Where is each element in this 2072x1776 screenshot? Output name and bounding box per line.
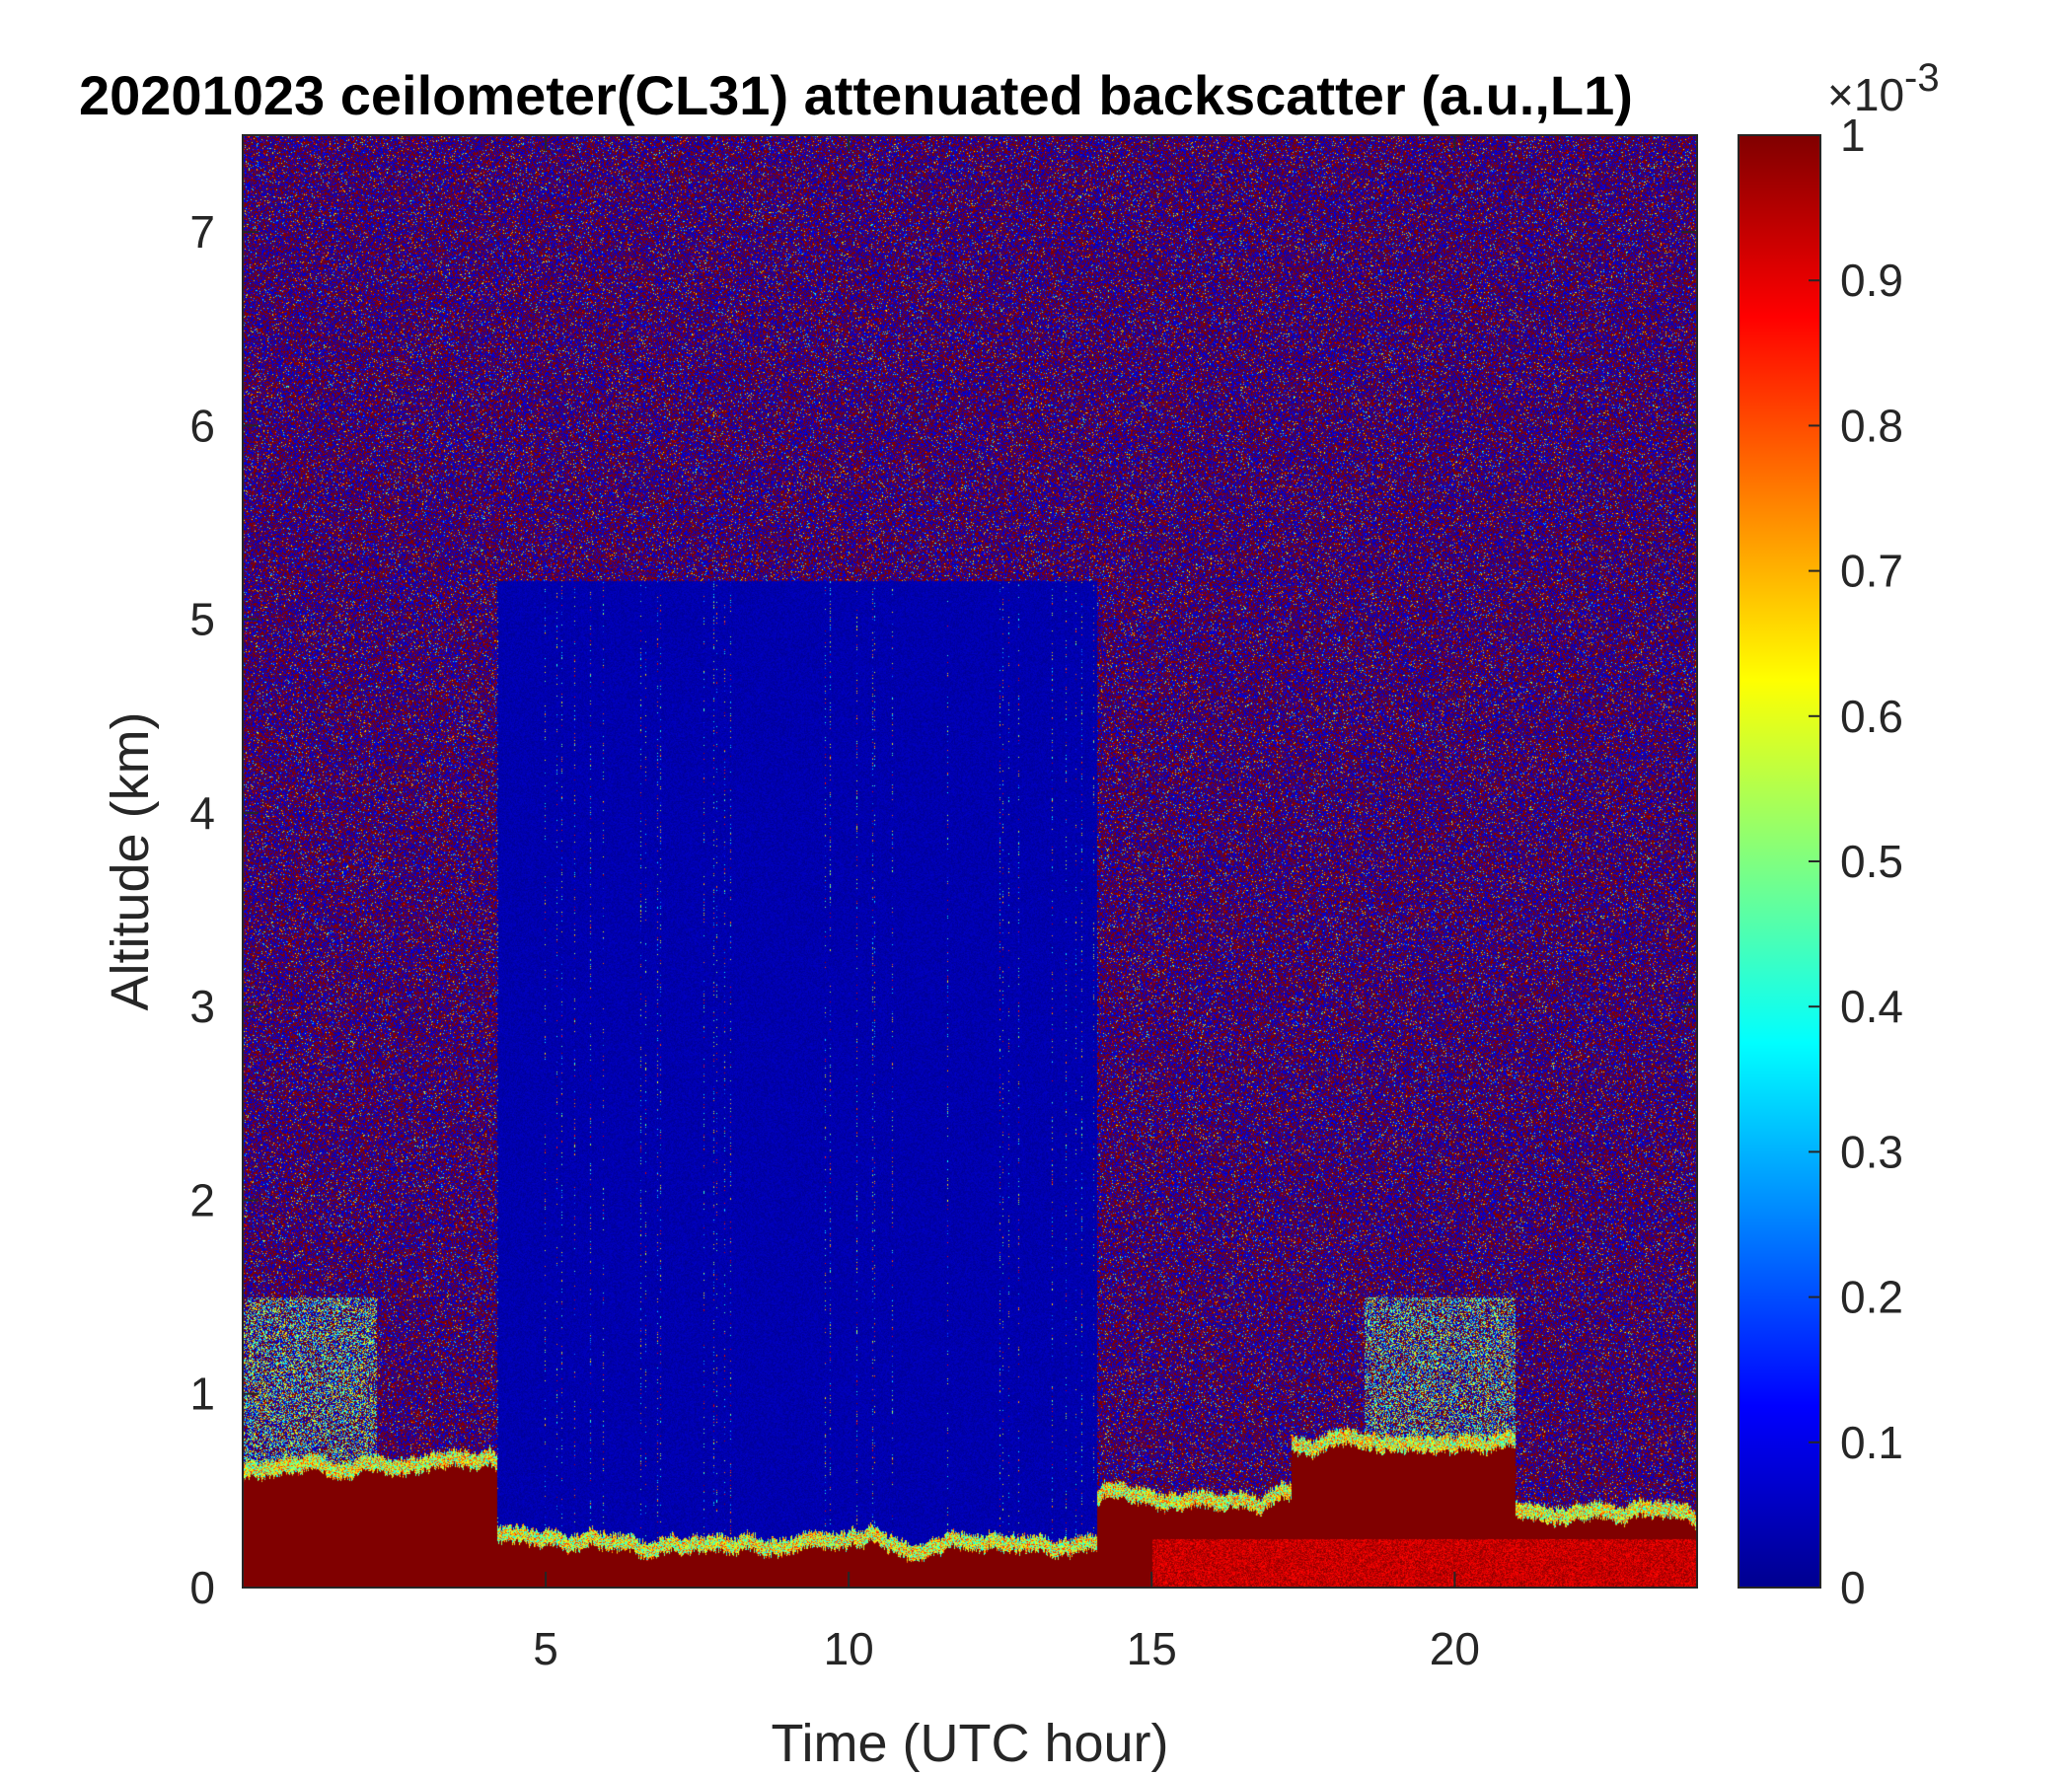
colorbar: 0 0.1 0.2 0.3 0.4 0.5 0.6 0.7 0.8 0.9 1 ×10-3 [1738, 56, 1940, 1613]
colorbar-tick-label: 0.8 [1840, 400, 1903, 451]
x-axis: 5 10 15 20 [533, 135, 1480, 1674]
y-tick-label: 4 [189, 787, 215, 839]
backscatter-heatmap [243, 135, 1697, 1588]
x-tick-label: 20 [1430, 1623, 1480, 1674]
colorbar-exponent-base: ×10 [1827, 69, 1904, 120]
plot-frame [242, 134, 1698, 1589]
colorbar-tick-label: 0 [1840, 1562, 1866, 1613]
y-axis: 0 1 2 3 4 5 6 7 [189, 206, 1697, 1613]
colorbar-tick-label: 0.5 [1840, 836, 1903, 887]
y-tick-label: 7 [189, 206, 215, 258]
colorbar-tick-label: 0.1 [1840, 1417, 1903, 1468]
y-tick-label: 2 [189, 1174, 215, 1225]
colorbar-tick-label: 0.7 [1840, 546, 1903, 597]
y-tick-label: 5 [189, 594, 215, 645]
colorbar-tick-label: 0.4 [1840, 981, 1903, 1032]
plot-area [242, 134, 1698, 1589]
y-tick-label: 6 [189, 400, 215, 451]
colorbar-exponent-power: -3 [1904, 56, 1940, 100]
y-tick-label: 0 [189, 1562, 215, 1613]
y-tick-label: 3 [189, 981, 215, 1032]
x-tick-label: 15 [1127, 1623, 1177, 1674]
colorbar-tick-label: 1 [1840, 110, 1866, 161]
colorbar-exponent: ×10-3 [1827, 56, 1940, 120]
colorbar-tick-label: 0.2 [1840, 1272, 1903, 1323]
chart-title: 20201023 ceilometer(CL31) attenuated bac… [79, 64, 1633, 126]
colorbar-gradient [1739, 135, 1820, 1588]
colorbar-tick-label: 0.9 [1840, 255, 1903, 306]
x-axis-label: Time (UTC hour) [771, 1714, 1168, 1773]
colorbar-tick-label: 0.3 [1840, 1126, 1903, 1177]
y-axis-label: Altitude (km) [101, 711, 160, 1010]
colorbar-tick-label: 0.6 [1840, 691, 1903, 742]
x-tick-label: 5 [533, 1623, 558, 1674]
colorbar-ticks: 0 0.1 0.2 0.3 0.4 0.5 0.6 0.7 0.8 0.9 1 [1809, 110, 1903, 1613]
y-tick-label: 1 [189, 1369, 215, 1420]
x-tick-label: 10 [824, 1623, 874, 1674]
